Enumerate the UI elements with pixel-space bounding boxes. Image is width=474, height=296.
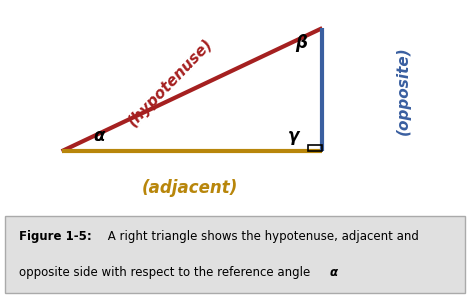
Bar (308, 145, 322, 151)
Text: (opposite): (opposite) (395, 46, 410, 135)
Text: A right triangle shows the hypotenuse, adjacent and: A right triangle shows the hypotenuse, a… (104, 230, 419, 243)
FancyBboxPatch shape (5, 216, 465, 293)
Text: β: β (295, 34, 307, 52)
Text: α: α (94, 127, 105, 145)
Text: γ: γ (288, 127, 300, 145)
Text: opposite side with respect to the reference angle: opposite side with respect to the refere… (19, 266, 314, 279)
Text: (adjacent): (adjacent) (141, 179, 238, 197)
Text: (hypotenuse): (hypotenuse) (125, 36, 216, 129)
Text: Figure 1-5:: Figure 1-5: (19, 230, 91, 243)
Text: α: α (329, 266, 337, 279)
